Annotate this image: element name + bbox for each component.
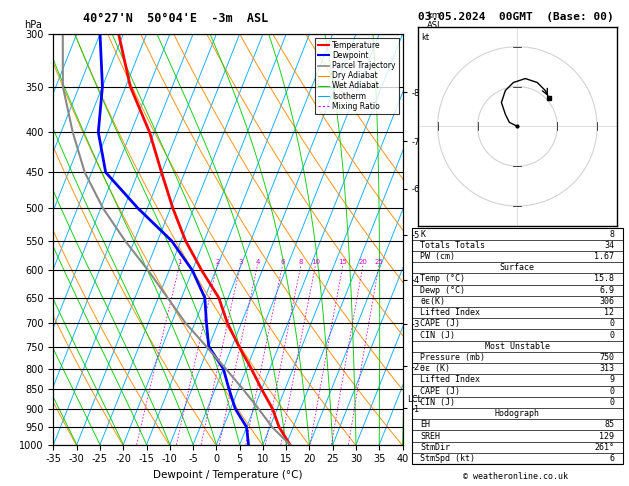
- Text: kt: kt: [421, 33, 430, 42]
- Text: 8: 8: [299, 259, 303, 265]
- Text: 03.05.2024  00GMT  (Base: 00): 03.05.2024 00GMT (Base: 00): [418, 12, 614, 22]
- Text: 261°: 261°: [594, 443, 615, 452]
- Text: 8: 8: [610, 229, 615, 239]
- Text: Hodograph: Hodograph: [495, 409, 540, 418]
- X-axis label: Dewpoint / Temperature (°C): Dewpoint / Temperature (°C): [153, 470, 303, 480]
- Text: 6.9: 6.9: [599, 286, 615, 295]
- Text: CAPE (J): CAPE (J): [420, 319, 460, 329]
- Text: 750: 750: [599, 353, 615, 362]
- Text: PW (cm): PW (cm): [420, 252, 455, 261]
- Text: 3: 3: [238, 259, 243, 265]
- Text: hPa: hPa: [24, 20, 42, 30]
- Text: 2: 2: [215, 259, 220, 265]
- Text: Temp (°C): Temp (°C): [420, 275, 465, 283]
- Text: SREH: SREH: [420, 432, 440, 441]
- Text: 85: 85: [604, 420, 615, 429]
- Text: θε(K): θε(K): [420, 297, 445, 306]
- Text: 15: 15: [338, 259, 347, 265]
- Text: Pressure (mb): Pressure (mb): [420, 353, 486, 362]
- Text: 10: 10: [311, 259, 320, 265]
- Text: 20: 20: [359, 259, 367, 265]
- Text: 34: 34: [604, 241, 615, 250]
- Text: 6: 6: [281, 259, 285, 265]
- Text: 40°27'N  50°04'E  -3m  ASL: 40°27'N 50°04'E -3m ASL: [84, 12, 269, 25]
- Text: 4: 4: [255, 259, 260, 265]
- Text: 0: 0: [610, 398, 615, 407]
- Text: 313: 313: [599, 364, 615, 373]
- Text: 129: 129: [599, 432, 615, 441]
- Text: 1: 1: [177, 259, 182, 265]
- Text: 0: 0: [610, 319, 615, 329]
- Text: K: K: [420, 229, 425, 239]
- Text: 1.67: 1.67: [594, 252, 615, 261]
- Text: Most Unstable: Most Unstable: [485, 342, 550, 351]
- Text: Totals Totals: Totals Totals: [420, 241, 486, 250]
- Text: StmSpd (kt): StmSpd (kt): [420, 454, 476, 463]
- Text: θε (K): θε (K): [420, 364, 450, 373]
- Legend: Temperature, Dewpoint, Parcel Trajectory, Dry Adiabat, Wet Adiabat, Isotherm, Mi: Temperature, Dewpoint, Parcel Trajectory…: [314, 38, 399, 114]
- Text: 6: 6: [610, 454, 615, 463]
- Text: 25: 25: [375, 259, 384, 265]
- Text: CIN (J): CIN (J): [420, 398, 455, 407]
- Text: Surface: Surface: [500, 263, 535, 272]
- Text: © weatheronline.co.uk: © weatheronline.co.uk: [464, 472, 568, 481]
- Text: 306: 306: [599, 297, 615, 306]
- Text: Lifted Index: Lifted Index: [420, 308, 481, 317]
- Text: 15.8: 15.8: [594, 275, 615, 283]
- Text: 9: 9: [610, 376, 615, 384]
- Text: Dewp (°C): Dewp (°C): [420, 286, 465, 295]
- Text: StmDir: StmDir: [420, 443, 450, 452]
- Text: 0: 0: [610, 330, 615, 340]
- Text: 12: 12: [604, 308, 615, 317]
- Text: LCL: LCL: [407, 395, 422, 404]
- Text: km
ASL: km ASL: [427, 11, 443, 30]
- Text: CIN (J): CIN (J): [420, 330, 455, 340]
- Text: Lifted Index: Lifted Index: [420, 376, 481, 384]
- Text: EH: EH: [420, 420, 430, 429]
- Text: CAPE (J): CAPE (J): [420, 387, 460, 396]
- Text: 0: 0: [610, 387, 615, 396]
